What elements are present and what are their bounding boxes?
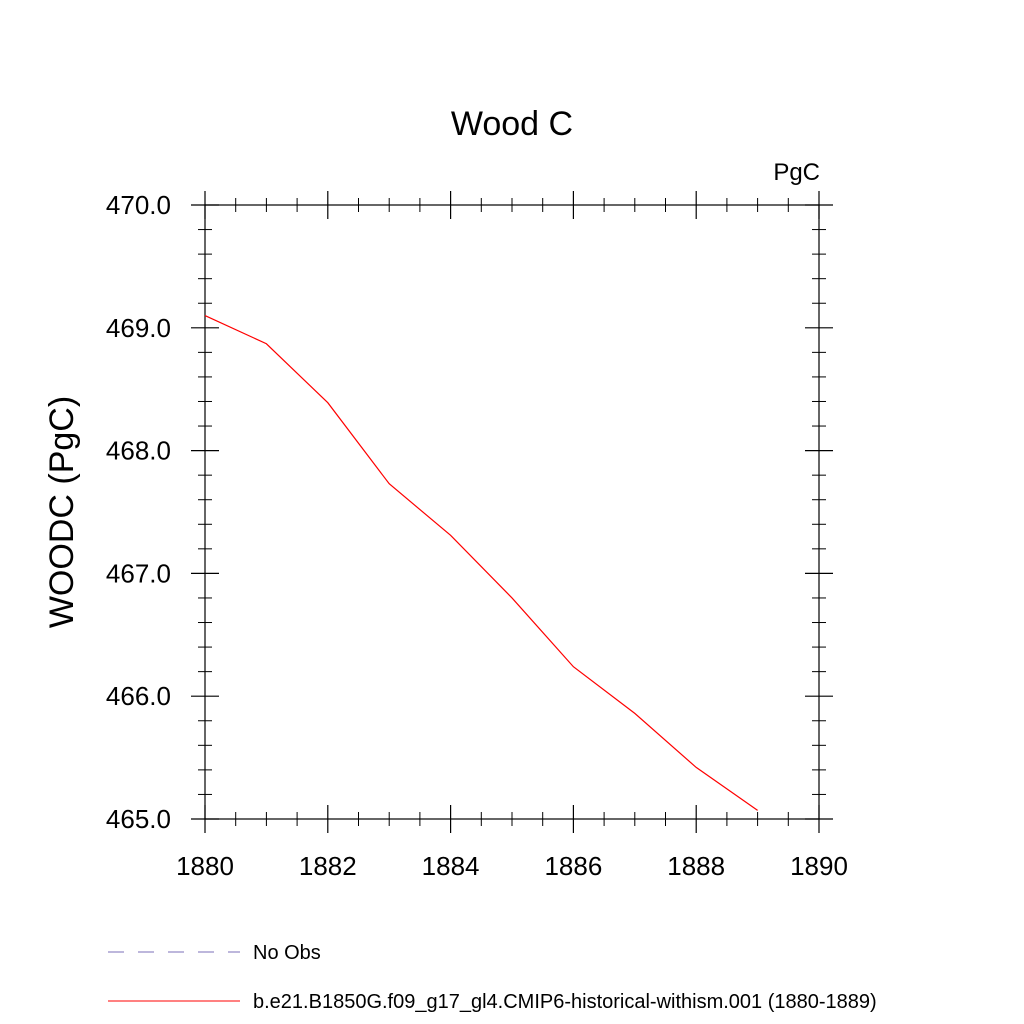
y-tick-label: 468.0 — [106, 436, 171, 466]
legend-entry-label: No Obs — [253, 942, 321, 964]
plot-frame — [204, 204, 820, 820]
legend-entry-label: b.e21.B1850G.f09_g17_gl4.CMIP6-historica… — [253, 991, 877, 1013]
y-axis-label: WOODC (PgC) — [43, 396, 81, 628]
axis-ticks — [191, 191, 833, 833]
units-label: PgC — [773, 159, 820, 186]
series-lines — [204, 314, 758, 811]
y-tick-label: 466.0 — [106, 681, 171, 711]
legend: No Obs b.e21.B1850G.f09_g17_gl4.CMIP6-his… — [108, 942, 877, 1013]
x-tick-label: 1890 — [790, 851, 848, 881]
axis-tick-labels: 1880 1882 1884 1886 1888 1890 465.0 466.0 467.0 4… — [106, 190, 848, 881]
x-tick-label: 1886 — [544, 851, 602, 881]
y-tick-label: 469.0 — [106, 313, 171, 343]
x-tick-label: 1884 — [422, 851, 480, 881]
series-line — [204, 314, 758, 811]
x-tick-label: 1882 — [299, 851, 357, 881]
x-tick-label: 1880 — [176, 851, 234, 881]
x-tick-label: 1888 — [667, 851, 725, 881]
y-tick-label: 465.0 — [106, 804, 171, 834]
chart-title: Wood C — [451, 105, 573, 143]
y-tick-label: 467.0 — [106, 558, 171, 588]
y-tick-label: 470.0 — [106, 190, 171, 220]
